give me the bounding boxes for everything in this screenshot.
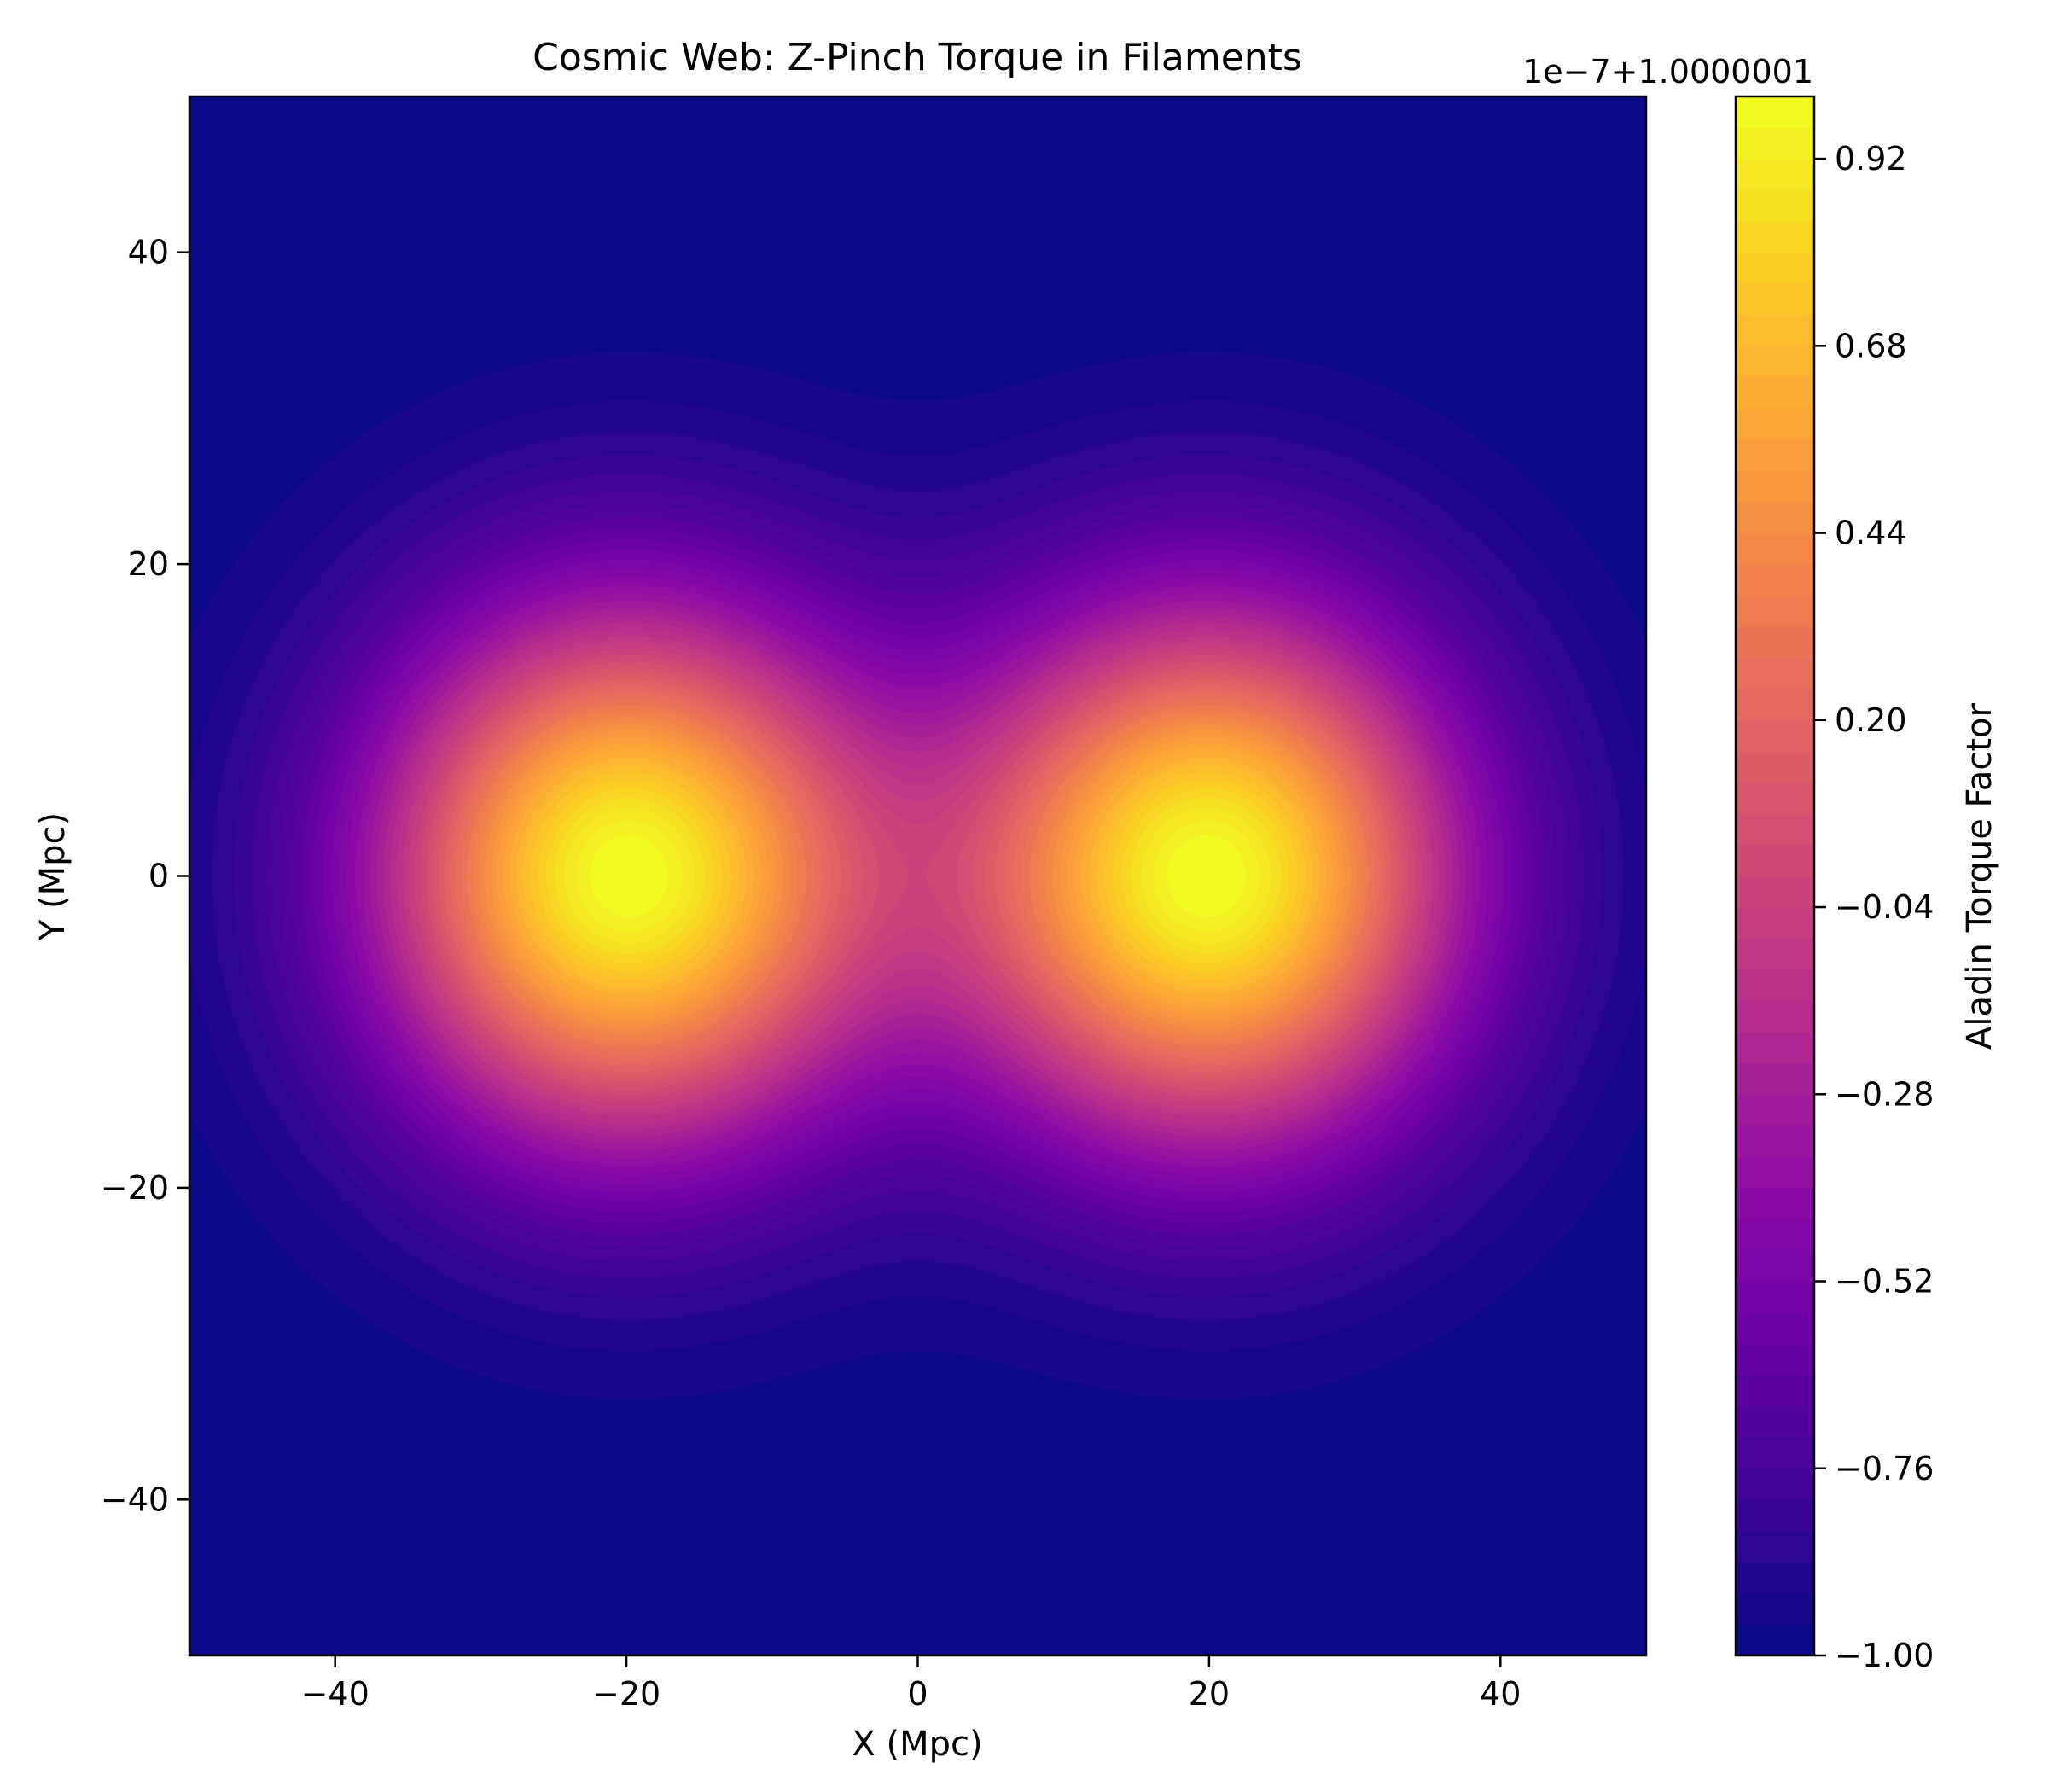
colorbar-tick-label: 0.68 bbox=[1835, 327, 1907, 364]
colorbar-frame bbox=[1734, 95, 1816, 1657]
colorbar-tick-label: −1.00 bbox=[1835, 1637, 1934, 1674]
colorbar-gradient bbox=[1736, 96, 1814, 1655]
x-tick-label: −40 bbox=[301, 1675, 369, 1713]
y-tick-label: 40 bbox=[128, 234, 169, 271]
chart-title: Cosmic Web: Z-Pinch Torque in Filaments bbox=[532, 36, 1302, 79]
colorbar-tick-label: 0.92 bbox=[1835, 140, 1907, 177]
colorbar-tick-label: −0.76 bbox=[1835, 1450, 1934, 1487]
plot-area bbox=[188, 95, 1648, 1657]
x-tick-label: 20 bbox=[1189, 1675, 1230, 1713]
colorbar: −1.00 −0.76 −0.52 −0.28 −0.04 0.20 0.44 0.68 0.9… bbox=[1522, 53, 1999, 1674]
colorbar-tick-label: 0.20 bbox=[1835, 701, 1907, 739]
colorbar-ticks: −1.00 −0.76 −0.52 −0.28 −0.04 0.20 0.44 0.68 0.9… bbox=[1814, 140, 1934, 1674]
x-axis: −40 −20 0 20 40 bbox=[301, 1655, 1521, 1713]
y-tick-label: 0 bbox=[148, 858, 169, 895]
y-axis: −40 −20 0 20 40 bbox=[101, 234, 189, 1518]
x-tick-label: −20 bbox=[592, 1675, 660, 1713]
colorbar-tick-label: −0.52 bbox=[1835, 1263, 1934, 1300]
y-tick-label: −20 bbox=[101, 1169, 169, 1207]
x-tick-label: 0 bbox=[907, 1675, 928, 1713]
x-tick-label: 40 bbox=[1480, 1675, 1521, 1713]
colorbar-tick-label: −0.04 bbox=[1835, 888, 1934, 926]
y-tick-label: −40 bbox=[101, 1481, 169, 1518]
heatmap-image bbox=[189, 96, 1646, 1655]
colorbar-tick-label: −0.28 bbox=[1835, 1075, 1934, 1113]
colorbar-label: Aladin Torque Factor bbox=[1960, 702, 1999, 1049]
colorbar-tick-label: 0.44 bbox=[1835, 515, 1907, 552]
y-tick-label: 20 bbox=[128, 545, 169, 583]
colorbar-offset-text: 1e−7+1.0000001 bbox=[1522, 53, 1813, 90]
y-axis-label: Y (Mpc) bbox=[33, 812, 73, 941]
x-axis-label: X (Mpc) bbox=[852, 1725, 982, 1764]
